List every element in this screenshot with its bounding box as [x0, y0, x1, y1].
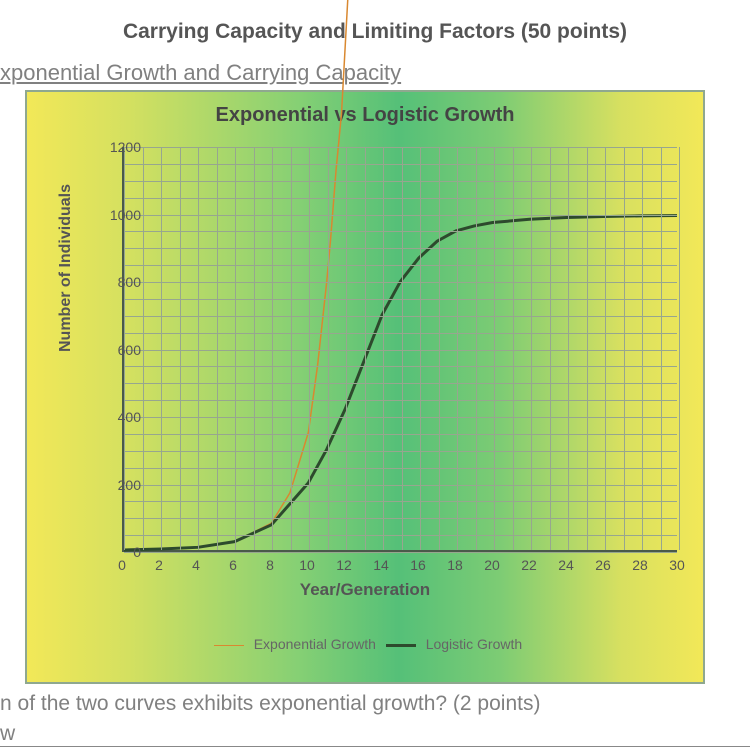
legend-swatch-exponential — [214, 645, 244, 646]
legend-label-logistic: Logistic Growth — [426, 636, 522, 652]
chart-container: Exponential vs Logistic Growth Number of… — [25, 90, 705, 684]
x-tick-label: 8 — [266, 557, 274, 573]
gridline-v — [180, 147, 181, 550]
gridline-v — [476, 147, 477, 550]
y-tick-label: 800 — [118, 274, 141, 290]
legend-label-exponential: Exponential Growth — [254, 636, 376, 652]
gridline-v — [254, 147, 255, 550]
gridline-v — [513, 147, 514, 550]
x-tick-label: 20 — [484, 557, 500, 573]
gridline-h — [124, 501, 677, 502]
answer-fragment: w — [0, 722, 750, 747]
gridline-v — [661, 147, 662, 550]
gridline-h — [124, 181, 677, 182]
y-axis-label: Number of Individuals — [57, 184, 75, 352]
plot-area — [122, 147, 677, 552]
y-tick-label: 0 — [133, 544, 141, 560]
gridline-v — [494, 147, 495, 550]
gridline-v — [624, 147, 625, 550]
legend-swatch-logistic — [386, 644, 416, 647]
gridline-h — [124, 147, 677, 148]
gridline-v — [143, 147, 144, 550]
gridline-v — [383, 147, 384, 550]
y-tick-label: 400 — [118, 409, 141, 425]
y-tick-label: 200 — [118, 477, 141, 493]
gridline-v — [272, 147, 273, 550]
page-title: Carrying Capacity and Limiting Factors (… — [0, 0, 750, 60]
gridline-v — [568, 147, 569, 550]
section-heading: xponential Growth and Carrying Capacity — [0, 60, 750, 86]
gridline-h — [124, 164, 677, 165]
x-tick-label: 18 — [447, 557, 463, 573]
x-tick-label: 4 — [192, 557, 200, 573]
x-tick-label: 28 — [632, 557, 648, 573]
gridline-v — [439, 147, 440, 550]
x-tick-label: 26 — [595, 557, 611, 573]
gridline-h — [124, 400, 677, 401]
y-tick-label: 600 — [118, 342, 141, 358]
gridline-v — [402, 147, 403, 550]
chart-svg — [124, 147, 677, 550]
gridline-h — [124, 518, 677, 519]
chart-background: Exponential vs Logistic Growth Number of… — [27, 92, 703, 682]
gridline-v — [420, 147, 421, 550]
gridline-h — [124, 383, 677, 384]
gridline-v — [531, 147, 532, 550]
gridline-h — [124, 552, 677, 553]
gridline-h — [124, 485, 677, 486]
gridline-v — [291, 147, 292, 550]
gridline-v — [198, 147, 199, 550]
gridline-h — [124, 417, 677, 418]
x-tick-label: 14 — [373, 557, 389, 573]
legend: Exponential Growth Logistic Growth — [27, 636, 703, 652]
gridline-h — [124, 451, 677, 452]
gridline-h — [124, 316, 677, 317]
gridline-v — [217, 147, 218, 550]
x-tick-label: 24 — [558, 557, 574, 573]
gridline-h — [124, 282, 677, 283]
gridline-h — [124, 299, 677, 300]
gridline-v — [587, 147, 588, 550]
gridline-h — [124, 434, 677, 435]
chart-title: Exponential vs Logistic Growth — [27, 104, 703, 127]
gridline-v — [309, 147, 310, 550]
x-tick-label: 16 — [410, 557, 426, 573]
gridline-v — [328, 147, 329, 550]
y-tick-label: 1200 — [110, 139, 141, 155]
gridline-v — [679, 147, 680, 550]
x-tick-label: 0 — [118, 557, 126, 573]
gridline-h — [124, 468, 677, 469]
gridline-h — [124, 350, 677, 351]
gridline-h — [124, 333, 677, 334]
gridline-v — [235, 147, 236, 550]
gridline-v — [161, 147, 162, 550]
y-tick-label: 1000 — [110, 207, 141, 223]
gridline-v — [346, 147, 347, 550]
gridline-v — [550, 147, 551, 550]
gridline-h — [124, 198, 677, 199]
gridline-v — [457, 147, 458, 550]
gridline-v — [365, 147, 366, 550]
x-tick-label: 30 — [669, 557, 685, 573]
x-tick-label: 10 — [299, 557, 315, 573]
x-tick-label: 22 — [521, 557, 537, 573]
x-tick-label: 12 — [336, 557, 352, 573]
gridline-h — [124, 248, 677, 249]
gridline-h — [124, 265, 677, 266]
x-tick-label: 6 — [229, 557, 237, 573]
x-tick-label: 2 — [155, 557, 163, 573]
gridline-h — [124, 535, 677, 536]
x-axis-label: Year/Generation — [27, 580, 703, 600]
gridline-v — [642, 147, 643, 550]
question-text: n of the two curves exhibits exponential… — [0, 692, 750, 716]
gridline-h — [124, 366, 677, 367]
gridline-h — [124, 231, 677, 232]
gridline-v — [605, 147, 606, 550]
gridline-h — [124, 215, 677, 216]
